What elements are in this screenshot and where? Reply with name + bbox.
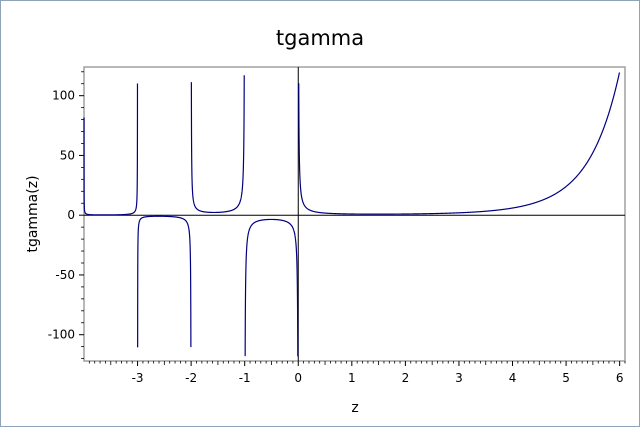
x-tick-label: 3 — [455, 371, 463, 385]
x-tick-label: 6 — [616, 371, 624, 385]
tgamma-curve-segment — [137, 215, 192, 348]
tgamma-curve-segment — [190, 75, 245, 214]
tgamma-curve-segment — [244, 218, 299, 357]
x-tick-label: -1 — [239, 371, 251, 385]
x-tick-label: 0 — [294, 371, 302, 385]
y-tick-label: 100 — [52, 89, 75, 103]
y-tick-label: 0 — [67, 208, 75, 222]
y-tick-label: -50 — [55, 268, 75, 282]
tgamma-curve-segment — [83, 83, 139, 216]
y-axis-label: tgamma(z) — [25, 175, 41, 252]
tgamma-curve-segment — [298, 72, 621, 215]
x-tick-label: -3 — [132, 371, 144, 385]
x-tick-label: 2 — [402, 371, 410, 385]
ticks-group: -3 -2 -1 0 1 2 3 4 5 6 -100 -50 0 50 100 — [48, 71, 626, 385]
x-tick-label: 5 — [562, 371, 570, 385]
x-tick-label: 1 — [348, 371, 356, 385]
x-tick-label: -2 — [185, 371, 197, 385]
y-tick-label: 50 — [60, 148, 75, 162]
x-tick-label: 4 — [509, 371, 517, 385]
y-tick-label: -100 — [48, 328, 75, 342]
axes-group — [84, 67, 625, 361]
x-axis-label: z — [351, 400, 358, 416]
chart-title: tgamma — [276, 26, 364, 50]
series-group — [83, 72, 621, 357]
